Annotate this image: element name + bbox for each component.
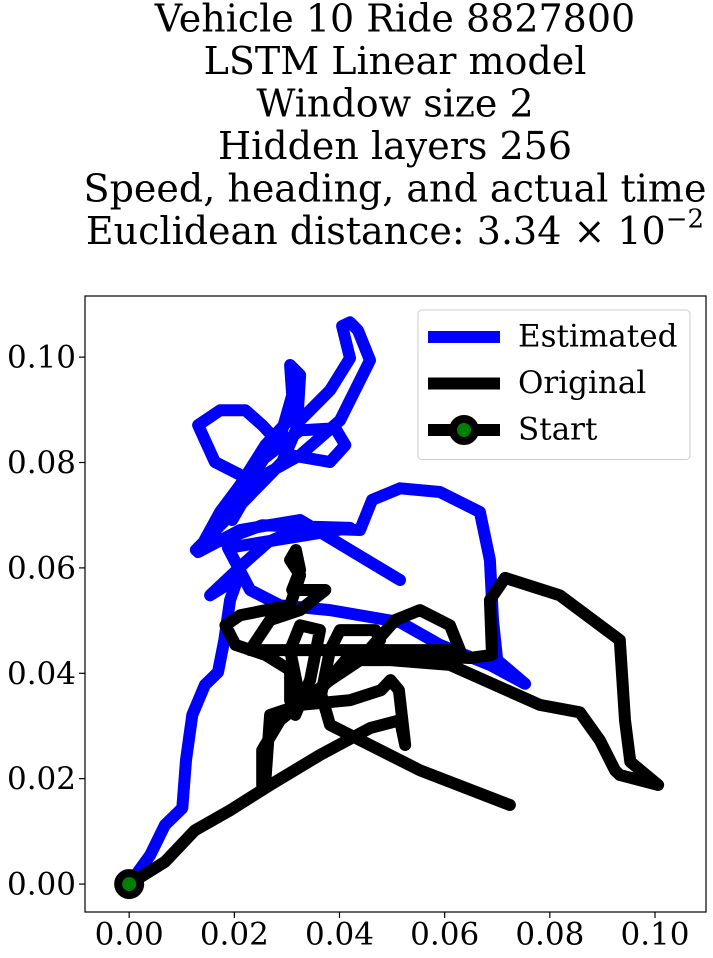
x-tick-label: 0.02 xyxy=(200,917,269,953)
legend-box xyxy=(417,309,691,460)
y-tick-label: 0.10 xyxy=(7,340,76,376)
y-tick-label: 0.04 xyxy=(7,656,76,692)
legend-label: Estimated xyxy=(518,319,677,355)
axes-frame xyxy=(84,295,707,913)
series-line xyxy=(123,544,665,891)
title-superscript: −2 xyxy=(666,205,704,235)
legend-label: Original xyxy=(518,365,646,401)
title-line: LSTM Linear model xyxy=(204,39,587,83)
series-line xyxy=(123,316,532,891)
title-line: Euclidean distance: 3.34 × 10−2 xyxy=(86,205,704,254)
y-tick-label: 0.06 xyxy=(7,550,76,586)
legend: Estimated Original Start xyxy=(417,309,691,460)
legend-marker xyxy=(449,415,479,445)
start-marker xyxy=(114,869,145,900)
y-tick-label: 0.08 xyxy=(7,445,76,481)
title-line: Window size 2 xyxy=(256,82,533,126)
x-tick-label: 0.06 xyxy=(410,917,479,953)
x-tick-label: 0.10 xyxy=(620,917,689,953)
y-tick-label: 0.02 xyxy=(7,761,76,797)
title-line: Speed, heading, and actual time xyxy=(84,167,707,211)
title-line: Vehicle 10 Ride 8827800 xyxy=(154,0,635,41)
x-tick-label: 0.00 xyxy=(95,917,164,953)
y-tick-label: 0.00 xyxy=(7,867,76,903)
legend-label: Start xyxy=(518,412,598,448)
title-line: Hidden layers 256 xyxy=(218,124,572,168)
x-tick-label: 0.08 xyxy=(515,917,584,953)
x-tick-label: 0.04 xyxy=(305,917,374,953)
plot-area xyxy=(114,316,665,900)
